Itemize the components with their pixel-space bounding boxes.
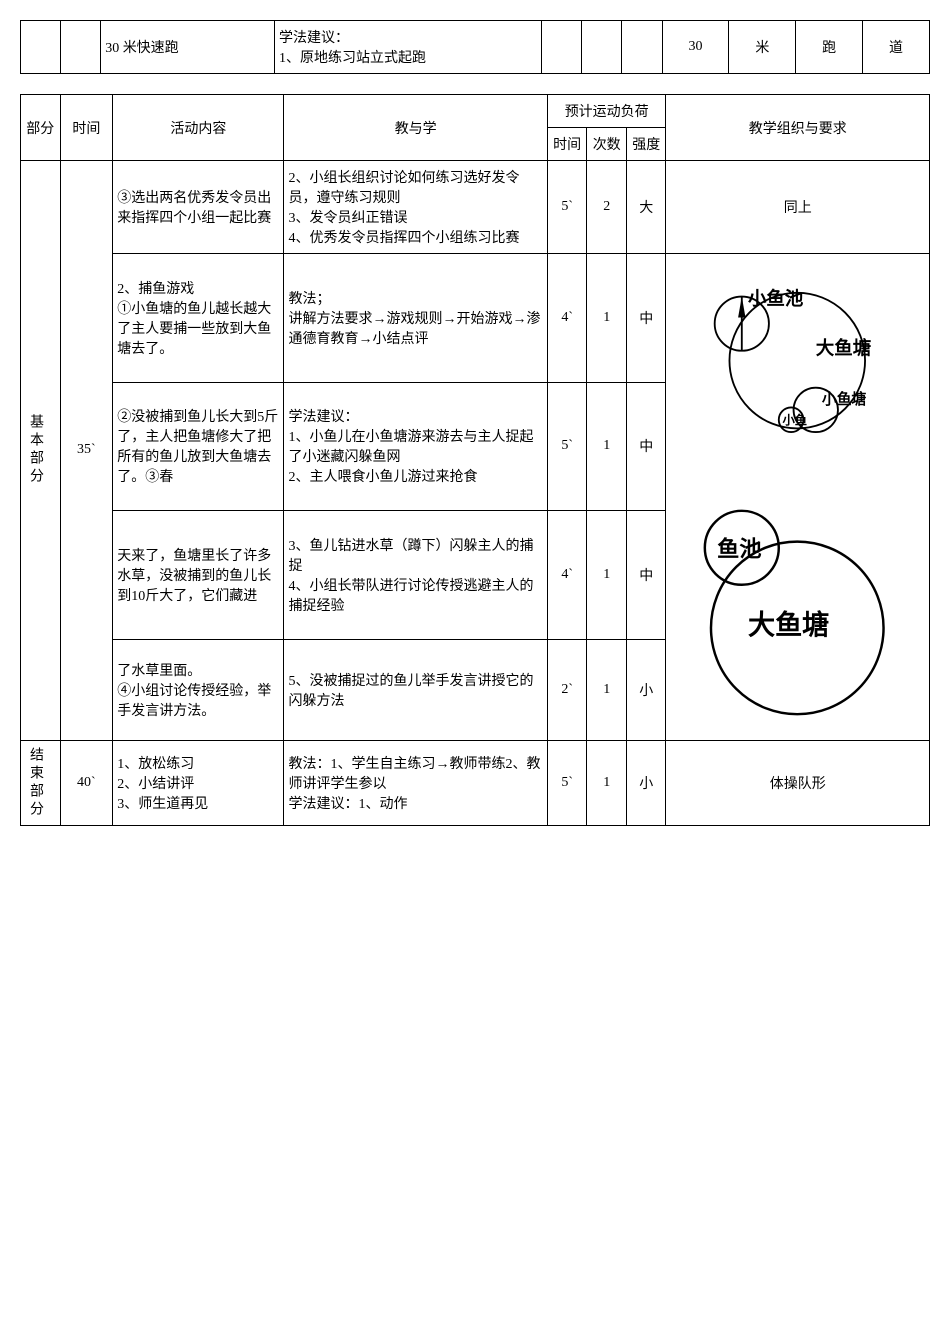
diagram1-label1: 小鱼池 [748,288,804,309]
t1-cell-3: 30 米快速跑 [101,21,275,74]
row4-teach: 5、没被捕捉过的鱼儿举手发言讲授它的闪躲方法 [284,639,547,740]
header-org: 教学组织与要求 [666,95,930,161]
row5-teach: 教法：1、学生自主练习→教师带练2、教师讲评学生参以 学法建议：1、动作 [284,740,547,825]
time-40: 40` [60,740,113,825]
row0-intensity: 大 [626,161,666,254]
row0-org: 同上 [666,161,930,254]
t1-cell-8: 30 [662,21,729,74]
row5-org: 体操队形 [666,740,930,825]
row3-teach: 3、鱼儿钻进水草（蹲下）闪躲主人的捕捉 4、小组长带队进行讨论传授逃避主人的捕捉… [284,511,547,640]
row1-teach: 教法； 讲解方法要求→游戏规则→开始游戏→渗通德育教育→小结点评 [284,254,547,383]
row0-activity: ③选出两名优秀发令员出来指挥四个小组一起比赛 [113,161,284,254]
part-basic: 基本部分 [21,161,61,741]
row0-teach: 2、小组长组织讨论如何练习选好发令员，遵守练习规则 3、发令员纠正错误 4、优秀… [284,161,547,254]
diagram1-label3: 小鱼塘 [822,390,867,408]
header-part: 部分 [21,95,61,161]
row5-activity: 1、放松练习 2、小结讲评 3、师生道再见 [113,740,284,825]
header-activity: 活动内容 [113,95,284,161]
row1-activity: 2、捕鱼游戏 ①小鱼塘的鱼儿越长越大了主人要捕一些放到大鱼塘去了。 [113,254,284,383]
row5-intensity: 小 [626,740,666,825]
row3-activity: 天来了，鱼塘里长了许多水草，没被捕到的鱼儿长到10斤大了，它们藏进 [113,511,284,640]
diagram2-label1: 鱼池 [718,536,762,562]
header-teach: 教与学 [284,95,547,161]
diagram2-svg: 鱼池 大鱼塘 [674,480,921,727]
header-predict-load: 预计运动负荷 [547,95,666,128]
t1-cell-2 [61,21,101,74]
row3-intensity: 中 [626,511,666,640]
header-count: 次数 [587,128,627,161]
row5-count: 1 [587,740,627,825]
row2-teach: 学法建议： 1、小鱼儿在小鱼塘游来游去与主人捉起了小迷藏闪躲鱼网 2、主人喂食小… [284,382,547,511]
row2-activity: ②没被捕到鱼儿长大到5斤了，主人把鱼塘修大了把所有的鱼儿放到大鱼塘去了。③春 [113,382,284,511]
main-table: 部分 时间 活动内容 教与学 预计运动负荷 教学组织与要求 时间 次数 强度 基… [20,94,930,826]
row0-duration: 5` [547,161,587,254]
header-intensity: 强度 [626,128,666,161]
diagram1-label4: 小鱼 [783,413,808,428]
time-35: 35` [60,161,113,741]
t1-cell-1 [21,21,61,74]
diagram-cell: 小鱼池 大鱼塘 小鱼塘 小鱼 鱼池 大鱼塘 [666,254,930,741]
diagram1-svg: 小鱼池 大鱼塘 小鱼塘 小鱼 [674,262,921,459]
part-end: 结束部分 [21,740,61,825]
row0-count: 2 [587,161,627,254]
row1-count: 1 [587,254,627,383]
t1-cell-6 [582,21,622,74]
row4-duration: 2` [547,639,587,740]
t1-cell-10: 跑 [796,21,863,74]
row2-count: 1 [587,382,627,511]
t1-cell-9: 米 [729,21,796,74]
header-time: 时间 [60,95,113,161]
diagram2-label2: 大鱼塘 [748,609,829,640]
diagram1-label2: 大鱼塘 [816,337,871,358]
t1-cell-4: 学法建议： 1、原地练习站立式起跑 [274,21,541,74]
row1-intensity: 中 [626,254,666,383]
row3-duration: 4` [547,511,587,640]
t1-cell-11: 道 [863,21,930,74]
row5-duration: 5` [547,740,587,825]
header-duration: 时间 [547,128,587,161]
row4-activity: 了水草里面。 ④小组讨论传授经验，举手发言讲方法。 [113,639,284,740]
row4-intensity: 小 [626,639,666,740]
t1-cell-7 [622,21,662,74]
row2-intensity: 中 [626,382,666,511]
row4-count: 1 [587,639,627,740]
top-table: 30 米快速跑 学法建议： 1、原地练习站立式起跑 30 米 跑 道 [20,20,930,74]
t1-cell-5 [542,21,582,74]
row1-duration: 4` [547,254,587,383]
row3-count: 1 [587,511,627,640]
row2-duration: 5` [547,382,587,511]
